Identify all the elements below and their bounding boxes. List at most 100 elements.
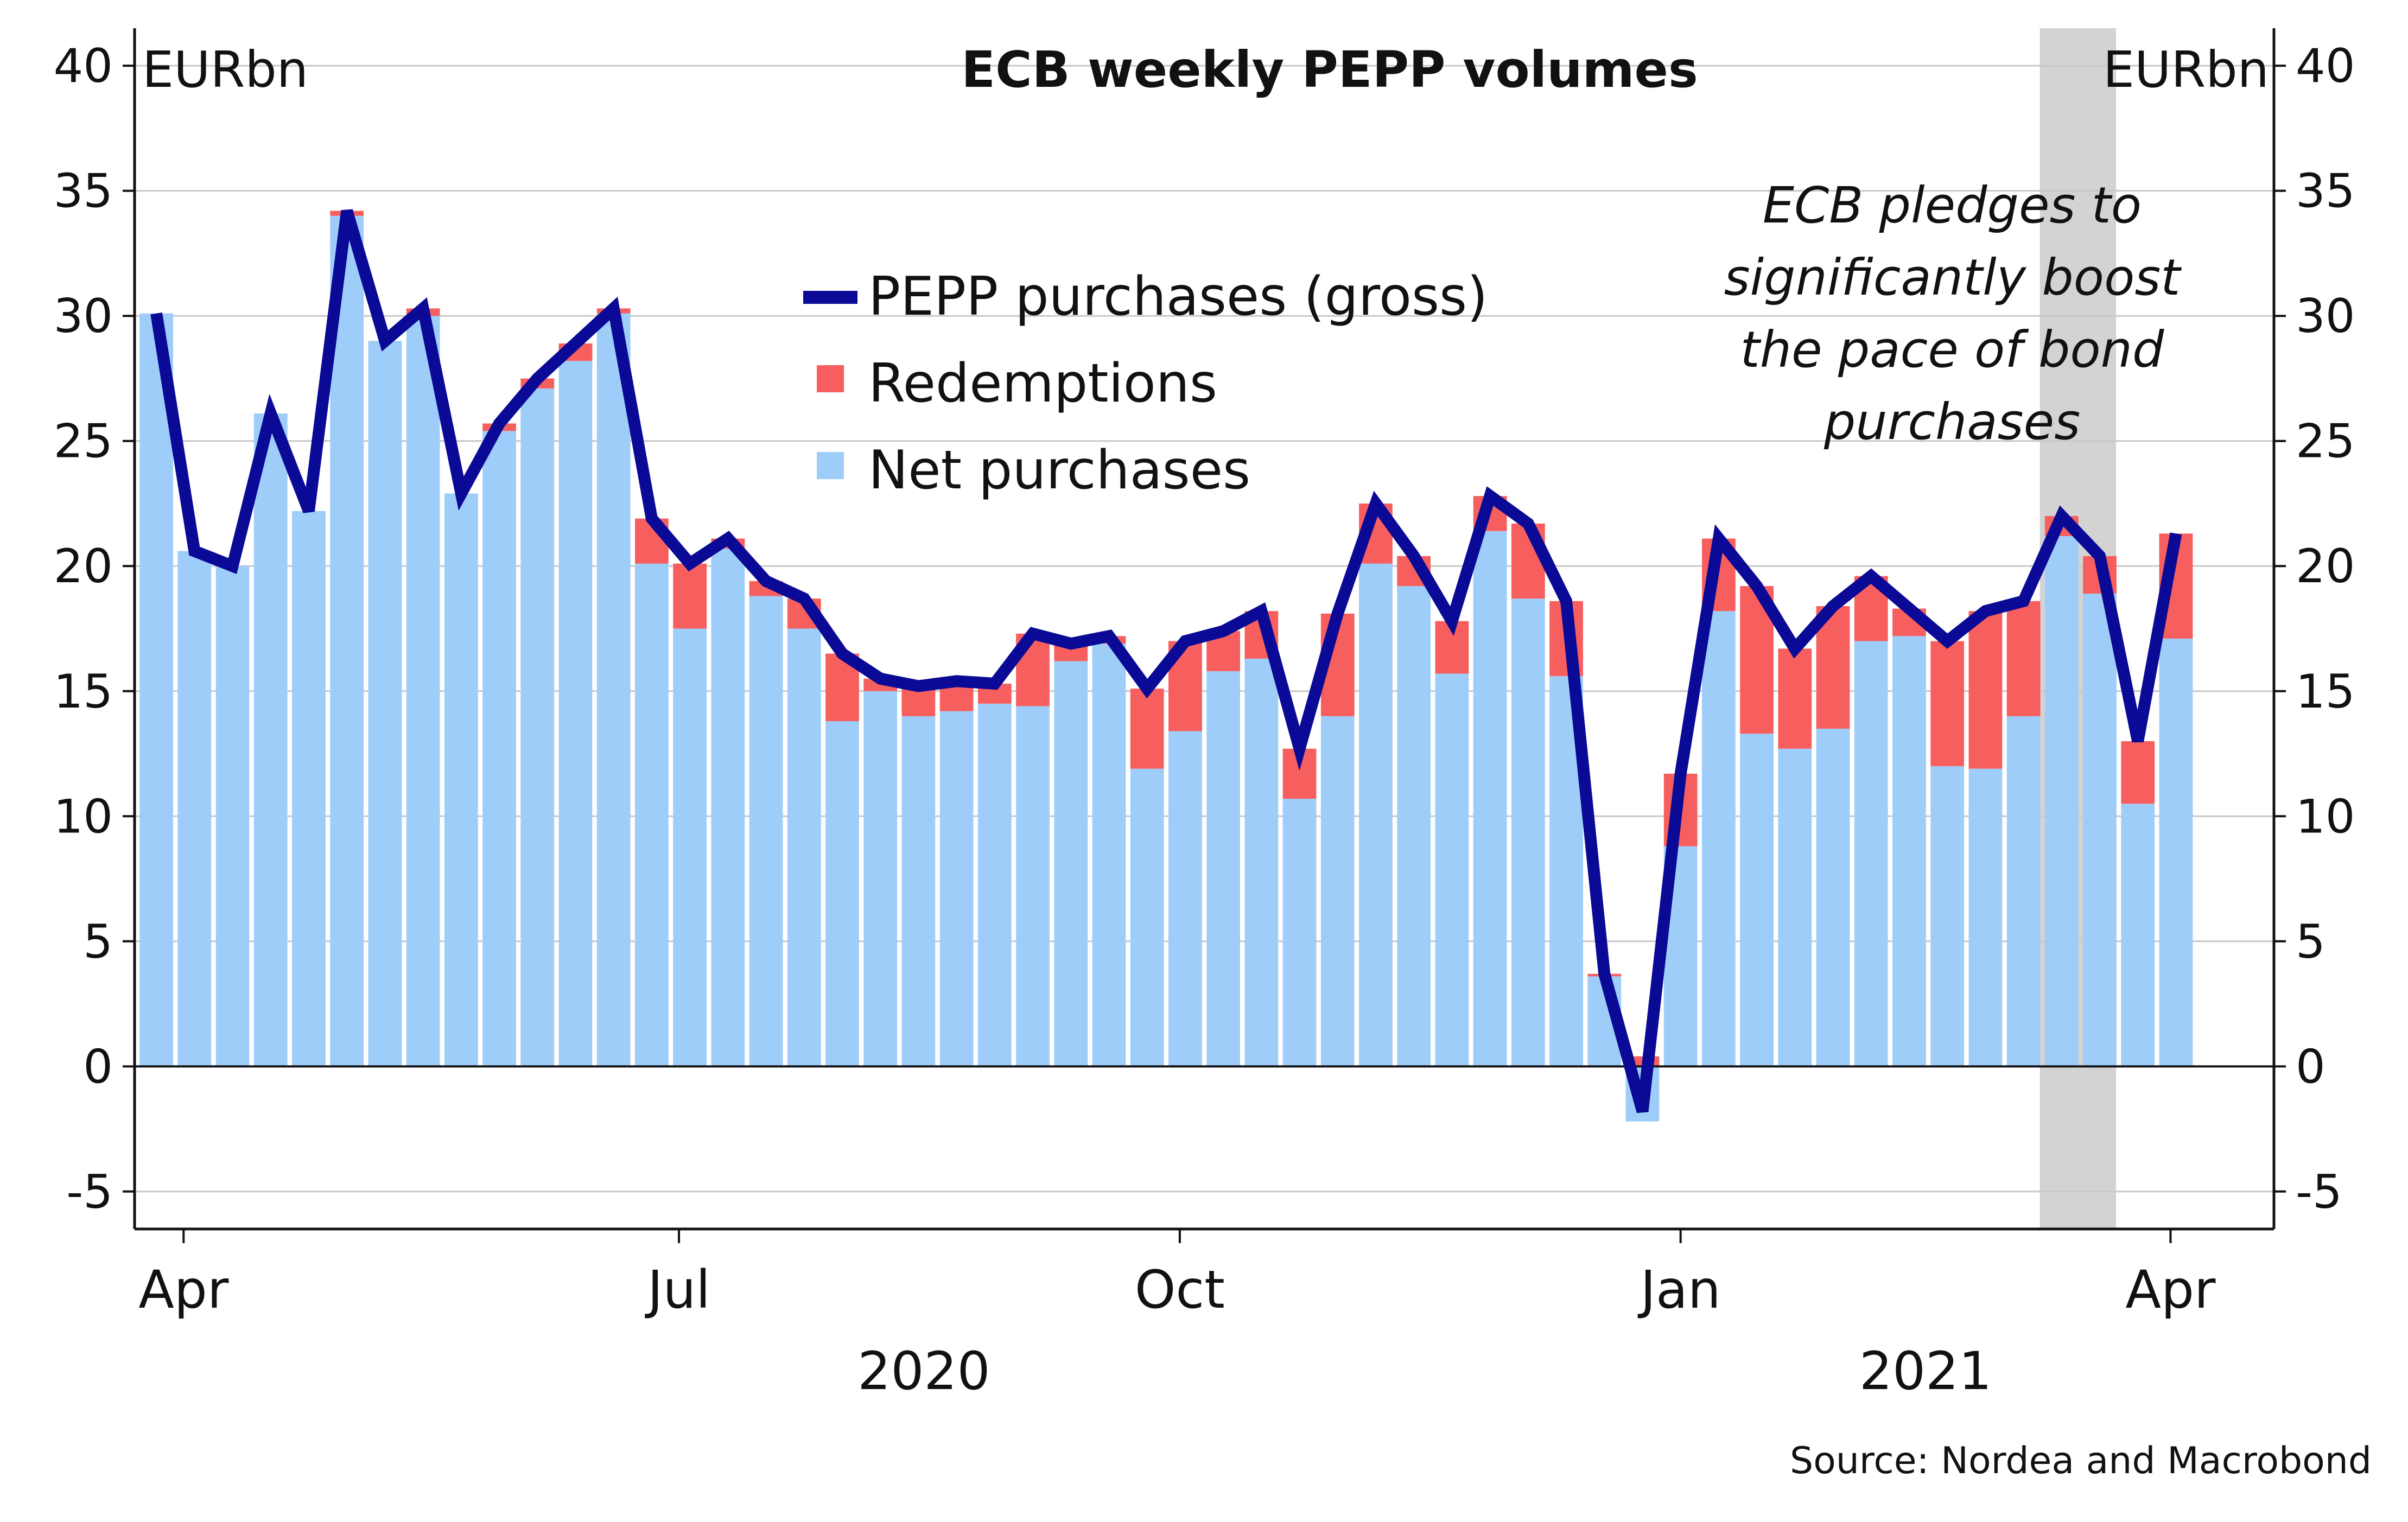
net-bar <box>558 361 593 1067</box>
net-bar <box>1816 728 1850 1067</box>
bars <box>139 211 2193 1122</box>
net-bar <box>2006 716 2041 1067</box>
annotation-line-4: purchases <box>1824 393 2080 451</box>
y-tick-label-right: 30 <box>2296 289 2355 343</box>
legend-redemptions-label: Redemptions <box>868 353 1217 415</box>
net-bar <box>444 493 478 1067</box>
legend-net-label: Net purchases <box>868 440 1250 501</box>
y-tick-label-left: 0 <box>83 1040 113 1094</box>
net-bar <box>139 313 174 1067</box>
net-bar <box>673 628 707 1067</box>
net-bar <box>711 548 745 1067</box>
net-bar <box>1397 586 1431 1067</box>
redemption-bar <box>673 563 707 629</box>
annotation-line-3: the pace of bond <box>1740 321 2164 379</box>
redemption-bar <box>1968 611 2003 769</box>
y-tick-label-left: 40 <box>54 39 113 93</box>
right-unit-label: EURbn <box>2103 41 2269 99</box>
net-bar <box>482 431 516 1067</box>
x-tick-label: Oct <box>1135 1259 1225 1320</box>
y-tick-label-right: -5 <box>2296 1165 2342 1219</box>
left-unit-label: EURbn <box>142 41 308 99</box>
y-tick-label-right: 5 <box>2296 915 2326 969</box>
y-tick-label-left: 30 <box>54 289 113 343</box>
net-bar <box>1968 768 2003 1067</box>
net-bar <box>215 566 250 1067</box>
y-tick-label-right: 15 <box>2296 665 2355 719</box>
net-bar <box>330 215 364 1067</box>
legend-gross-label: PEPP purchases (gross) <box>868 266 1488 328</box>
source-note: Source: Nordea and Macrobond <box>1790 1440 2372 1482</box>
net-bar <box>787 628 821 1067</box>
y-tick-label-left: 25 <box>54 415 113 469</box>
redemption-bar <box>2006 601 2041 716</box>
net-bar <box>596 313 631 1067</box>
net-bar <box>1130 768 1164 1067</box>
net-bar <box>1701 611 1736 1067</box>
y-tick-label-right: 25 <box>2296 415 2355 469</box>
net-bar <box>1244 658 1279 1067</box>
net-bar <box>1054 661 1088 1067</box>
net-bar <box>825 721 859 1067</box>
x-tick-label: Jan <box>1638 1259 1721 1320</box>
net-bar <box>1282 799 1317 1067</box>
y-tick-label-left: 15 <box>54 665 113 719</box>
annotation-line-2: significantly boost <box>1724 249 2182 307</box>
net-bar <box>2044 536 2079 1067</box>
y-tick-label-left: 10 <box>54 789 113 844</box>
net-bar <box>1435 673 1469 1067</box>
net-bar <box>1854 641 1888 1067</box>
net-bar <box>1092 644 1126 1067</box>
gross-purchases-line <box>150 209 2182 1113</box>
net-bar <box>1930 766 1965 1067</box>
y-tick-label-right: 10 <box>2296 789 2355 844</box>
net-bar <box>1740 734 1774 1067</box>
legend-net-swatch <box>817 452 844 479</box>
chart-title: ECB weekly PEPP volumes <box>961 41 1698 99</box>
annotation: ECB pledges to significantly boost the p… <box>1724 176 2182 451</box>
x-tick-label: Apr <box>2125 1259 2216 1320</box>
net-bar <box>1206 671 1241 1067</box>
year-label: 2020 <box>857 1341 990 1402</box>
net-bar <box>253 413 288 1067</box>
net-bar <box>177 551 212 1067</box>
net-bar <box>1320 716 1355 1067</box>
net-bar <box>1892 636 1926 1067</box>
legend-redemptions-swatch <box>817 365 844 392</box>
redemption-bar <box>2121 741 2155 804</box>
y-tick-label-right: 35 <box>2296 164 2355 219</box>
net-bar <box>635 563 669 1067</box>
y-tick-label-left: 5 <box>83 915 113 969</box>
net-bar <box>1168 731 1202 1067</box>
net-bar <box>901 716 936 1067</box>
net-bar <box>520 388 555 1067</box>
redemption-bar <box>1930 641 1965 767</box>
x-tick-label: Apr <box>138 1259 229 1320</box>
net-bar <box>1359 563 1393 1067</box>
x-tick-label: Jul <box>645 1259 710 1320</box>
annotation-line-1: ECB pledges to <box>1763 176 2142 234</box>
legend: PEPP purchases (gross) Redemptions Net p… <box>803 266 1488 501</box>
net-bar <box>1473 531 1507 1067</box>
redemption-bar <box>1778 648 1812 749</box>
y-tick-label-left: -5 <box>66 1165 113 1219</box>
net-bar <box>749 596 783 1067</box>
net-bar <box>406 316 440 1067</box>
y-tick-label-right: 40 <box>2296 39 2355 93</box>
year-label: 2021 <box>1859 1341 1992 1402</box>
net-bar <box>2159 638 2193 1067</box>
y-tick-label-left: 35 <box>54 164 113 219</box>
y-tick-label-left: 20 <box>54 539 113 594</box>
redemption-bar <box>1130 689 1164 769</box>
net-bar <box>292 511 326 1067</box>
net-bar <box>2121 804 2155 1067</box>
net-bar <box>1778 748 1812 1067</box>
net-bar <box>977 703 1012 1067</box>
y-tick-label-right: 20 <box>2296 539 2355 594</box>
net-bar <box>368 341 402 1067</box>
net-bar <box>2083 593 2117 1067</box>
net-bar <box>939 711 974 1067</box>
y-tick-label-right: 0 <box>2296 1040 2326 1094</box>
